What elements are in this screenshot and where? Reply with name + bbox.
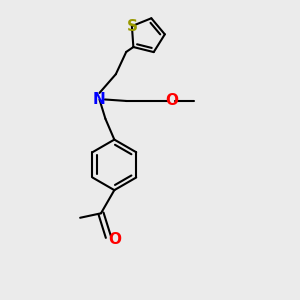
Text: O: O (108, 232, 121, 247)
Text: O: O (165, 94, 178, 109)
Text: S: S (126, 19, 137, 34)
Text: N: N (93, 92, 106, 107)
